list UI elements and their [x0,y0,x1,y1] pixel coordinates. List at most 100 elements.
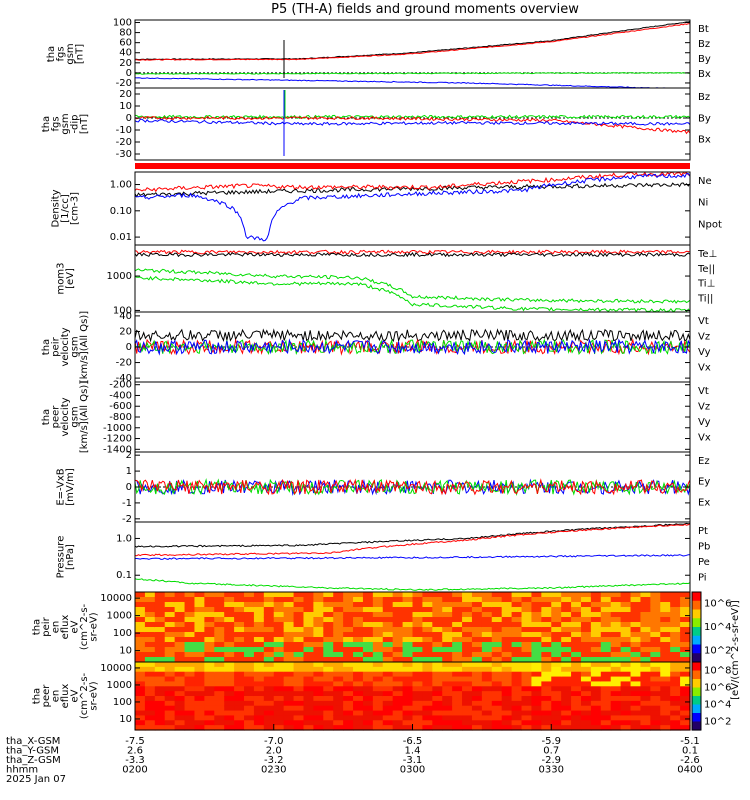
heatmap-cell [511,607,523,613]
heatmap-cell [263,652,275,658]
heatmap-cell [491,612,503,618]
heatmap-cell [432,710,443,717]
y-label-line: tha [46,46,57,62]
heatmap-cell [541,705,552,712]
heatmap-cell [224,637,235,643]
heatmap-cell [551,696,562,702]
heatmap-cell [323,602,334,608]
heatmap-cell [501,617,513,623]
heatmap-cell [323,696,334,702]
heatmap-cell [273,700,285,707]
heatmap-cell [462,637,473,643]
heatmap-cell [273,710,285,717]
heatmap-cell [511,715,523,721]
heatmap-cell [640,696,651,702]
heatmap-cell [253,720,265,726]
heatmap-cell [571,662,582,668]
heatmap-cell [333,597,344,603]
heatmap-cell [412,662,424,668]
heatmap-cell [194,612,205,618]
heatmap-cell [531,617,542,623]
heatmap-cell [234,691,245,697]
heatmap-cell [551,637,562,643]
y-label-line: mom3 [55,263,66,295]
heatmap-cell [432,627,443,633]
y-tick-label: 2 [126,450,132,461]
heatmap-cell [412,710,424,717]
heatmap-cell [353,691,364,697]
heatmap-cell [481,647,493,653]
heatmap-cell [154,632,166,638]
heatmap-cell [273,725,285,731]
x-tick-label: 0330 [539,765,564,776]
heatmap-cell [194,592,205,598]
heatmap-cell [135,705,146,712]
heatmap-cell [234,725,245,731]
y-tick-label: 0.01 [110,232,132,243]
heatmap-cell [670,676,681,683]
y-label-line: tha [41,339,52,355]
y-label-line: eflux [60,684,71,709]
heatmap-cell [640,642,651,648]
heatmap-cell [551,720,562,726]
y-label-line: sr-eV) [89,612,100,641]
heatmap-cell [452,686,463,692]
heatmap-cell [541,597,552,603]
heatmap-cell [571,647,582,653]
heatmap-cell [144,607,156,613]
heatmap-cell [234,607,245,613]
heatmap-cell [670,622,681,628]
y-label-line: [1/cc] [60,194,71,223]
heatmap-cell [422,642,433,648]
heatmap-cell [214,676,225,683]
heatmap-cell [135,647,146,653]
heatmap-cell [224,696,235,702]
heatmap-cell [432,681,443,687]
panel-p6: -200-400-600-800-1000-1200-1400thapeerve… [41,380,711,456]
heatmap-cell [491,607,503,613]
heatmap-cell [253,592,265,598]
heatmap-cell [293,607,305,613]
heatmap-cell [680,617,691,623]
heatmap-cell [551,725,562,731]
heatmap-cell [491,686,503,692]
heatmap-cell [353,612,364,618]
heatmap-cell [491,592,503,598]
heatmap-cell [273,715,285,721]
heatmap-cell [442,681,453,687]
legend-entry: Vz [698,332,710,343]
heatmap-cell [164,705,176,712]
panel-frame [134,171,691,246]
heatmap-cell [511,612,523,618]
heatmap-cell [323,725,334,731]
heatmap-cell [531,700,542,707]
heatmap-cell [561,642,572,648]
heatmap-cell [640,725,651,731]
heatmap-cell [511,657,523,663]
heatmap-cell [551,617,562,623]
heatmap-cell [462,671,473,678]
heatmap-cell [561,622,572,628]
heatmap-cell [194,705,205,712]
heatmap-cell [620,681,632,687]
heatmap-cell [204,592,215,598]
heatmap-cell [382,691,394,697]
heatmap-cell [422,681,433,687]
heatmap-cell [422,647,433,653]
heatmap-cell [630,710,642,717]
heatmap-cell [541,592,552,598]
heatmap-cell [580,715,592,721]
heatmap-cell [204,602,215,608]
heatmap-cell [293,627,305,633]
heatmap-cell [392,676,404,683]
heatmap-cell [283,602,295,608]
heatmap-cell [343,602,354,608]
heatmap-cell [462,696,473,702]
y-label-line: peir [51,336,62,356]
heatmap-cell [303,632,314,638]
y-label-line: tha [41,116,52,132]
y-label-line: gsm [60,113,71,134]
heatmap-cell [491,622,503,628]
heatmap-cell [680,627,691,633]
heatmap-cell [531,686,542,692]
